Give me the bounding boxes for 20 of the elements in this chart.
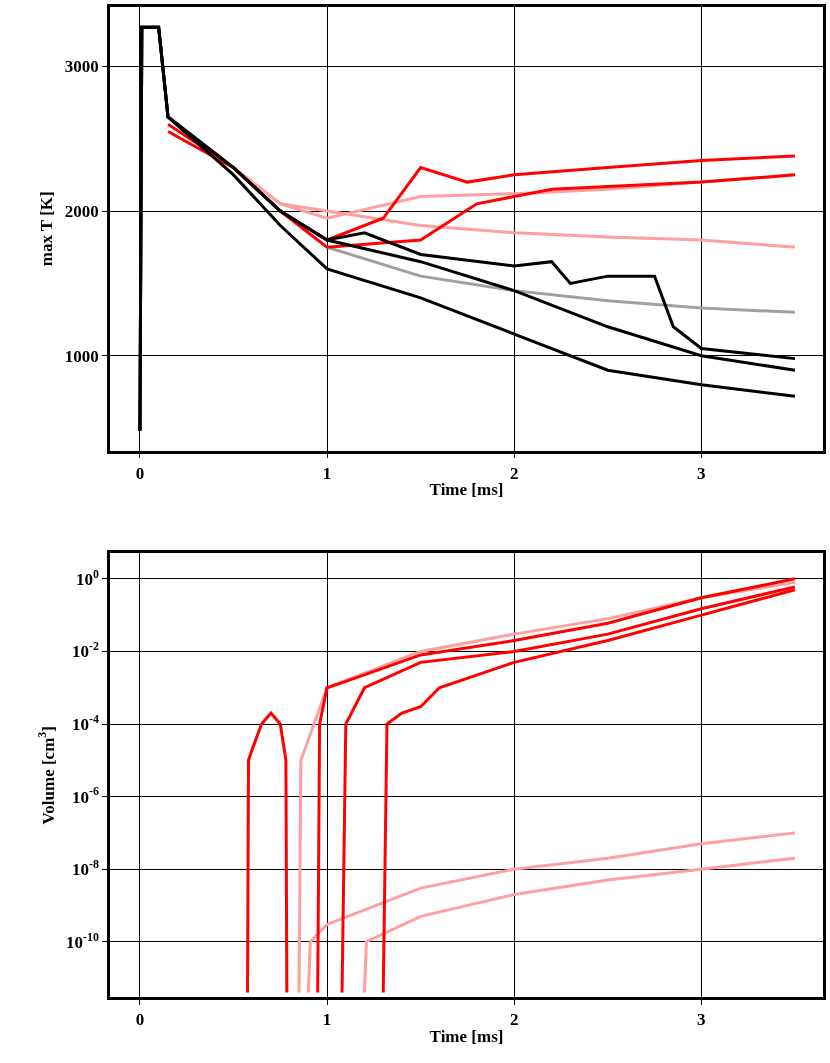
x-tick-label: 0 [135,463,145,483]
y-tick-label: 2000 [64,201,99,221]
x-tick-label: 3 [697,1010,706,1030]
x-tick-label: 1 [322,463,332,483]
x-tick-label: 0 [135,1010,145,1030]
x-tick-label: 3 [697,463,706,483]
x-tick-label: 1 [322,1010,332,1030]
x-tick-label: 2 [509,463,519,483]
y-axis-title: max T [K] [37,191,57,267]
y-tick-label: 1000 [64,346,99,366]
y-tick-label: 10$^{-4}$ [71,711,99,734]
y-tick-label: 10$^{-8}$ [71,856,99,880]
y-tick-label: 10$^{-2}$ [71,639,99,662]
y-tick-label: 10$^{0}$ [75,566,99,589]
y-tick-label: 3000 [64,57,99,77]
x-axis-title: Time [ms] [429,480,504,500]
x-tick-label: 2 [509,1010,519,1030]
y-tick-label: 10$^{-10}$ [65,929,99,952]
y-tick-label: 10$^{-6}$ [71,784,99,807]
x-axis-title: Time [ms] [429,1026,504,1046]
